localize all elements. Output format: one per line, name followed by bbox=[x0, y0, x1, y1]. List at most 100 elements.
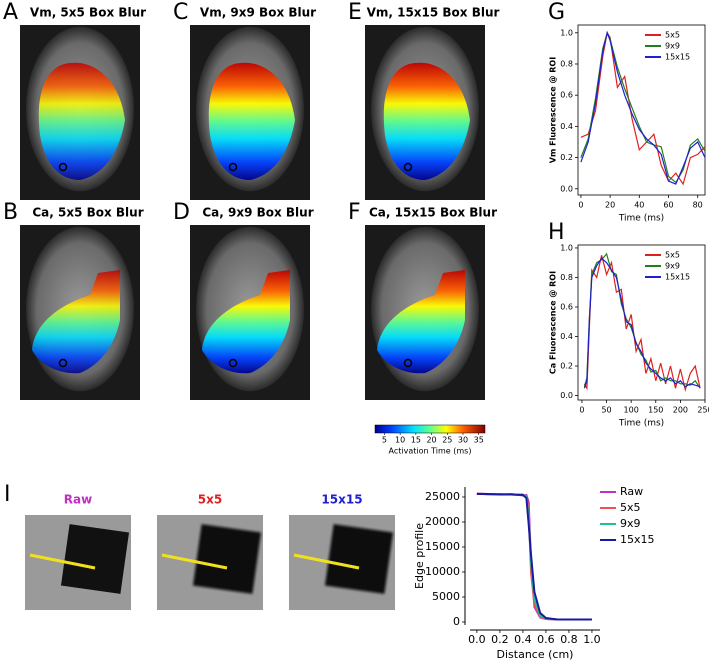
y-axis-label: Ca Fluorescence @ ROI bbox=[549, 271, 558, 374]
activation-map bbox=[377, 270, 465, 374]
x-tick-label: 150 bbox=[648, 406, 663, 415]
y-tick-label: 0.8 bbox=[560, 273, 573, 282]
y-tick-label: 10000 bbox=[425, 565, 460, 578]
legend-label: 5x5 bbox=[620, 501, 641, 514]
panel-letter: D bbox=[173, 200, 190, 225]
x-tick-label: 0.6 bbox=[537, 633, 555, 646]
panel-letter: E bbox=[348, 0, 362, 25]
colorbar-tick-label: 5 bbox=[382, 436, 387, 445]
dark-square bbox=[192, 524, 262, 594]
x-tick-label: 0.4 bbox=[514, 633, 532, 646]
x-tick-label: 0.2 bbox=[491, 633, 509, 646]
activation-map bbox=[38, 62, 125, 180]
panel-title: Ca, 9x9 Box Blur bbox=[202, 206, 313, 220]
x-tick-label: 0.8 bbox=[560, 633, 578, 646]
image-title: Raw bbox=[64, 493, 92, 507]
profile-line bbox=[293, 553, 360, 570]
y-tick-label: 20000 bbox=[425, 515, 460, 528]
x-tick-label: 40 bbox=[634, 201, 644, 210]
panel-letter: B bbox=[3, 200, 18, 225]
colorbar-label: Activation Time (ms) bbox=[389, 447, 472, 456]
y-tick-label: 0.2 bbox=[560, 362, 573, 371]
legend-label: 5x5 bbox=[665, 251, 680, 260]
colorbar-tick-label: 25 bbox=[442, 436, 452, 445]
axes-frame bbox=[577, 244, 706, 401]
panel-title: Ca, 15x15 Box Blur bbox=[369, 206, 497, 220]
legend-label: 9x9 bbox=[665, 262, 680, 271]
x-tick-label: 0 bbox=[579, 406, 584, 415]
panel-title: Ca, 5x5 Box Blur bbox=[32, 206, 143, 220]
roi-marker bbox=[403, 162, 413, 172]
y-tick-label: 0.4 bbox=[560, 332, 573, 341]
roi-marker bbox=[228, 358, 238, 368]
colorbar-tick-label: 20 bbox=[426, 436, 436, 445]
profile-line bbox=[161, 553, 228, 570]
roi-marker bbox=[58, 162, 68, 172]
colorbar-tick-label: 10 bbox=[395, 436, 405, 445]
colorbar-tick-label: 35 bbox=[474, 436, 484, 445]
dark-square bbox=[60, 524, 130, 594]
x-tick-label: 0 bbox=[578, 201, 583, 210]
y-tick-label: 15000 bbox=[425, 540, 460, 553]
profile-line bbox=[29, 553, 96, 570]
activation-map bbox=[383, 62, 470, 180]
series-line bbox=[476, 493, 592, 621]
y-tick-label: 0.6 bbox=[560, 91, 573, 100]
y-tick-label: 0.6 bbox=[560, 303, 573, 312]
roi-marker bbox=[403, 358, 413, 368]
series-line bbox=[476, 493, 592, 621]
x-tick-label: 50 bbox=[601, 406, 611, 415]
y-tick-label: 1.0 bbox=[560, 28, 573, 37]
x-tick-label: 60 bbox=[663, 201, 673, 210]
panel-letter: C bbox=[173, 0, 188, 25]
x-tick-label: 250 bbox=[697, 406, 709, 415]
y-tick-label: 0.4 bbox=[560, 122, 573, 131]
activation-map bbox=[32, 270, 120, 374]
roi-marker bbox=[228, 162, 238, 172]
y-tick-label: 0.8 bbox=[560, 59, 573, 68]
x-tick-label: 80 bbox=[693, 201, 703, 210]
y-tick-label: 0.0 bbox=[560, 184, 573, 193]
panel-letter: A bbox=[3, 0, 18, 25]
y-axis-label: Edge profile bbox=[413, 523, 426, 589]
panel-letter: H bbox=[548, 220, 565, 245]
legend-label: 15x15 bbox=[665, 273, 690, 282]
y-tick-label: 0 bbox=[453, 615, 460, 628]
series-line bbox=[583, 255, 701, 393]
legend-label: Raw bbox=[620, 485, 643, 498]
series-line bbox=[580, 31, 706, 184]
y-axis-label: Vm Fluorescence @ ROI bbox=[549, 57, 558, 163]
x-tick-label: 1.0 bbox=[583, 633, 601, 646]
legend-label: 15x15 bbox=[665, 53, 690, 62]
x-tick-label: 100 bbox=[624, 406, 639, 415]
legend-label: 5x5 bbox=[665, 31, 680, 40]
activation-map bbox=[202, 270, 290, 374]
series-line bbox=[580, 30, 706, 185]
axes-frame bbox=[577, 24, 706, 196]
panel-letter: F bbox=[348, 200, 361, 225]
roi-marker bbox=[58, 358, 68, 368]
panel-letter: G bbox=[548, 0, 565, 25]
y-tick-label: 0.2 bbox=[560, 153, 573, 162]
series-line bbox=[580, 31, 706, 186]
image-title: 15x15 bbox=[321, 493, 362, 507]
series-line bbox=[583, 257, 701, 389]
y-tick-label: 25000 bbox=[425, 490, 460, 503]
x-axis-label: Time (ms) bbox=[618, 419, 664, 429]
x-tick-label: 200 bbox=[673, 406, 688, 415]
colorbar bbox=[374, 424, 486, 434]
colorbar-tick-label: 15 bbox=[411, 436, 421, 445]
x-axis-label: Distance (cm) bbox=[497, 648, 574, 661]
x-tick-label: 20 bbox=[605, 201, 615, 210]
colorbar-tick-label: 30 bbox=[458, 436, 468, 445]
panel-letter: I bbox=[4, 482, 11, 507]
panel-title: Vm, 15x15 Box Blur bbox=[367, 6, 500, 20]
panel-title: Vm, 5x5 Box Blur bbox=[30, 6, 146, 20]
dark-square bbox=[324, 524, 394, 594]
legend-label: 9x9 bbox=[665, 42, 680, 51]
y-tick-label: 5000 bbox=[432, 590, 460, 603]
x-tick-label: 0.0 bbox=[468, 633, 486, 646]
panel-title: Vm, 9x9 Box Blur bbox=[200, 6, 316, 20]
legend-label: 9x9 bbox=[620, 517, 641, 530]
